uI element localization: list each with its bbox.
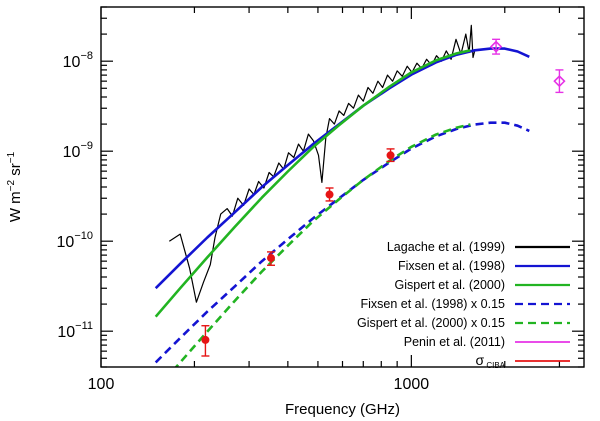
series-line-0 — [168, 24, 476, 303]
data-point-circle — [201, 335, 210, 344]
legend-label: Gispert et al. (2000) — [395, 278, 505, 292]
series-line-4 — [174, 123, 471, 367]
legend-label: Gispert et al. (2000) x 0.15 — [357, 316, 505, 330]
y-axis-title: W m−2 sr−1 — [6, 151, 24, 222]
x-tick-label: 100 — [88, 376, 115, 393]
legend-label: Fixsen et al. (1998) x 0.15 — [360, 297, 505, 311]
y-tick-label: 10−8 — [63, 50, 93, 71]
axes: 100 1000 10−11 10−10 10−9 10−8 — [57, 6, 584, 393]
marker-layer — [201, 38, 566, 357]
data-point-circle — [267, 254, 276, 263]
data-point-diamond — [489, 40, 503, 53]
x-axis-title: Frequency (GHz) — [285, 401, 400, 418]
y-tick-label: 10−10 — [57, 230, 93, 251]
data-point-circle — [386, 151, 395, 160]
x-tick-label: 1000 — [394, 376, 430, 393]
data-point-diamond — [553, 75, 566, 88]
legend-label: Fixsen et al. (1998) — [398, 259, 505, 273]
legend-label: σ CIBA — [475, 352, 505, 370]
series-line-3 — [154, 121, 530, 364]
y-tick-label: 10−9 — [63, 140, 93, 161]
plot-frame — [100, 6, 585, 368]
series-line-2 — [154, 49, 471, 318]
legend-label: Lagache et al. (1999) — [387, 240, 505, 254]
y-tick-label: 10−11 — [57, 320, 93, 341]
data-point-circle — [325, 190, 334, 199]
legend-label: Penin et al. (2011) — [404, 335, 505, 349]
legend: Lagache et al. (1999) Fixsen et al. (1998… — [357, 240, 570, 370]
